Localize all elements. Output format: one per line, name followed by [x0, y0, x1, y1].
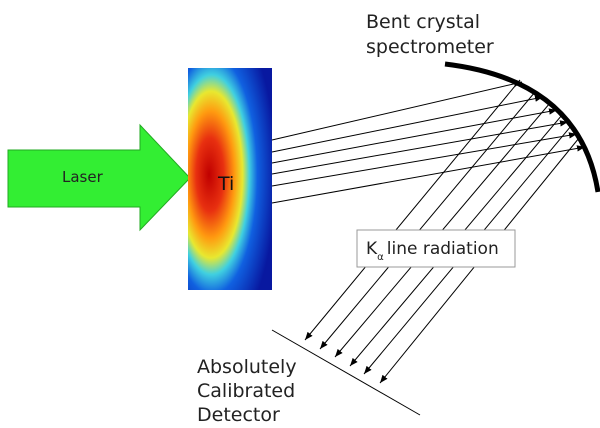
detector-label: Absolutely — [197, 356, 297, 378]
laser-arrow — [7, 123, 191, 232]
radiation-label: Kα line radiation — [366, 239, 499, 263]
radiation-subscript: α — [377, 252, 384, 263]
radiation-text: line radiation — [387, 239, 499, 259]
laser-label: Laser — [62, 168, 104, 186]
radiation-symbol: K — [366, 239, 378, 259]
incident-rays — [271, 80, 586, 204]
bent-crystal — [444, 61, 600, 193]
detector-label: Calibrated — [197, 380, 295, 402]
detector-label: Detector — [197, 404, 280, 426]
spectrometer-label: spectrometer — [366, 36, 494, 58]
detector — [271, 329, 421, 416]
spectrometer-label: Bent crystal — [366, 11, 480, 33]
target-image — [188, 68, 272, 290]
radiation-box — [356, 229, 516, 268]
target-label: Ti — [217, 173, 234, 195]
